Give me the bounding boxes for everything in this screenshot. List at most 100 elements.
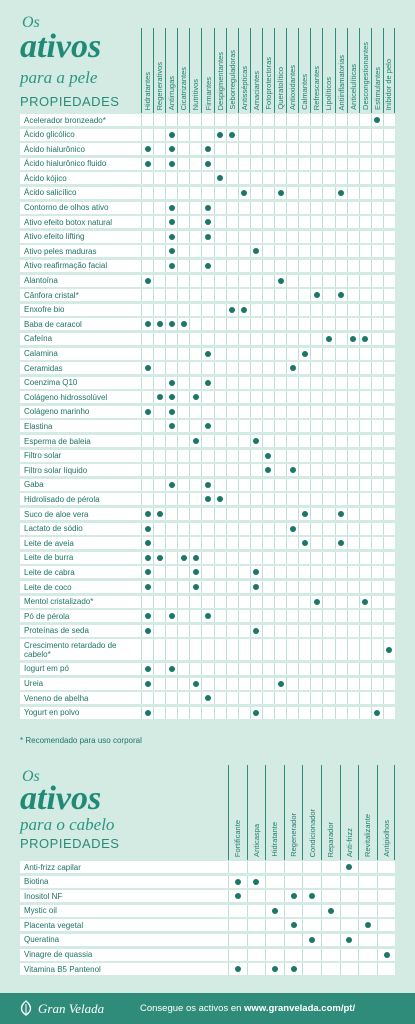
cell — [249, 230, 262, 243]
cell — [177, 318, 190, 331]
column-header: Lipolíticos — [322, 28, 334, 113]
cell — [339, 861, 359, 873]
table-row: Leite de burra — [20, 551, 395, 564]
cell — [141, 581, 154, 593]
cell — [298, 376, 311, 389]
cell — [201, 186, 214, 199]
dot — [205, 204, 212, 211]
cell — [249, 464, 262, 477]
dot — [144, 584, 151, 590]
cell — [322, 114, 335, 126]
cell — [346, 508, 359, 521]
cell — [334, 522, 347, 535]
cell — [286, 128, 299, 141]
cell — [225, 662, 238, 675]
cell — [310, 186, 323, 199]
cell — [237, 405, 250, 418]
cell — [382, 493, 395, 506]
cell — [320, 904, 340, 917]
cell — [201, 274, 214, 287]
dot — [253, 627, 260, 634]
cell — [261, 376, 275, 389]
cell — [153, 624, 166, 637]
dot — [386, 646, 393, 653]
cell — [322, 303, 335, 316]
dot — [253, 438, 260, 445]
cell — [213, 143, 226, 156]
cell — [261, 566, 275, 579]
cell — [265, 875, 284, 888]
cell — [213, 566, 226, 579]
cell — [201, 662, 214, 675]
cell — [237, 157, 250, 170]
cell — [274, 610, 287, 623]
cell — [237, 128, 250, 141]
cell — [189, 172, 202, 185]
cell — [370, 216, 383, 229]
footer-url[interactable]: www.granvelada.com/pt/ — [244, 1003, 356, 1014]
cell — [177, 435, 190, 448]
cell — [358, 464, 371, 477]
dot — [205, 219, 212, 226]
cell — [153, 493, 166, 506]
cell — [302, 904, 321, 917]
cell — [346, 639, 359, 661]
cell — [225, 376, 238, 389]
cell — [153, 662, 166, 675]
cell — [225, 114, 238, 126]
cell — [346, 595, 359, 608]
cell — [322, 508, 335, 521]
cell — [310, 303, 323, 316]
cell — [249, 449, 262, 462]
cell — [249, 318, 262, 331]
cell — [246, 933, 266, 946]
cell — [225, 420, 238, 433]
table-row: Ceramidas — [20, 362, 395, 375]
cell — [201, 259, 214, 272]
cell — [339, 904, 359, 917]
cell — [153, 259, 166, 272]
cell — [382, 143, 395, 156]
cell — [189, 114, 202, 126]
cell — [322, 347, 335, 360]
cell — [370, 537, 383, 550]
cell — [225, 157, 238, 170]
cell — [376, 933, 396, 946]
cell — [310, 245, 323, 258]
cell — [213, 201, 226, 214]
cell — [322, 677, 335, 690]
cell — [201, 508, 214, 521]
cell — [286, 405, 299, 418]
cell — [274, 259, 287, 272]
cell — [310, 289, 323, 302]
cell — [153, 318, 166, 331]
cell — [141, 464, 154, 477]
row-name: Anti-frizz capilar — [20, 861, 228, 873]
cell — [358, 449, 371, 462]
cell — [310, 508, 323, 521]
dot — [168, 262, 175, 269]
cell — [225, 537, 238, 550]
cell — [141, 230, 154, 243]
cell — [189, 303, 202, 316]
cell — [177, 289, 190, 302]
heading: PROPIEDADES — [20, 94, 120, 109]
cell — [225, 245, 238, 258]
cell — [189, 478, 202, 491]
cell — [189, 186, 202, 199]
cell — [213, 186, 226, 199]
cell — [249, 706, 262, 719]
table-row: Cânfora cristal* — [20, 289, 395, 302]
column-label: Refrescantes — [312, 65, 322, 110]
dot — [156, 554, 163, 561]
cell — [370, 493, 383, 506]
cell — [382, 595, 395, 608]
cell — [201, 677, 214, 690]
row-name: Baba de caracol — [20, 318, 141, 331]
cell — [165, 706, 178, 719]
cell — [322, 449, 335, 462]
cell — [165, 624, 178, 637]
cell — [213, 318, 226, 331]
cell — [165, 662, 178, 675]
dot — [156, 321, 163, 328]
